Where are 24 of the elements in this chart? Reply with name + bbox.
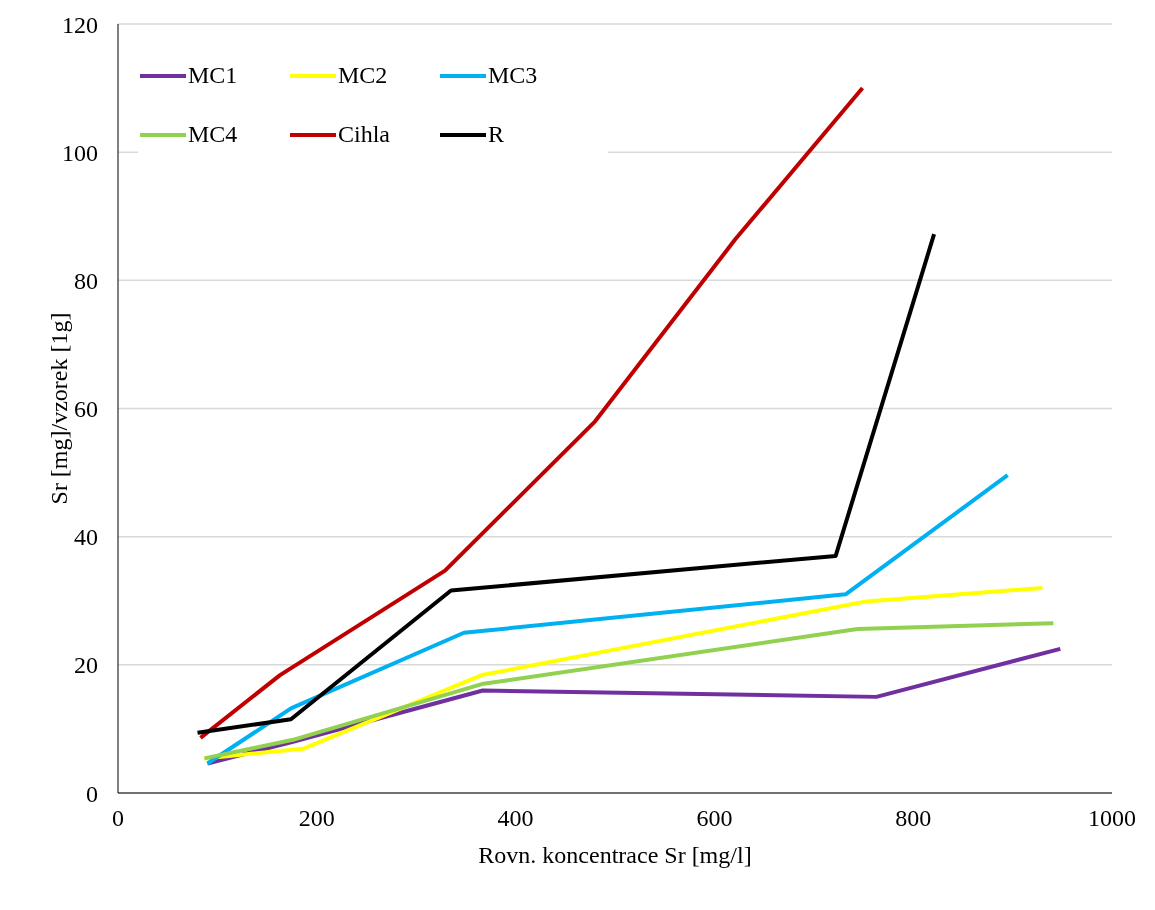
y-tick-label: 60 <box>74 396 98 423</box>
y-tick-label: 20 <box>74 652 98 679</box>
legend-label: MC1 <box>188 62 238 89</box>
x-tick-label: 200 <box>298 805 335 832</box>
y-tick-label: 40 <box>74 524 98 551</box>
y-tick-label: 100 <box>62 139 98 166</box>
x-tick-label: 1000 <box>1088 805 1136 832</box>
line-series <box>202 621 1056 761</box>
y-tick-label: 80 <box>74 267 98 294</box>
x-tick-label: 600 <box>696 805 733 832</box>
x-tick-label: 800 <box>895 805 932 832</box>
legend-label: R <box>488 121 505 148</box>
x-axis-title: Rovn. koncentrace Sr [mg/l] <box>478 842 752 868</box>
x-tick-label: 0 <box>112 805 124 832</box>
legend-label: MC2 <box>338 62 388 89</box>
legend-label: MC3 <box>488 62 538 89</box>
legend-label: MC4 <box>188 121 238 148</box>
y-tick-label: 120 <box>62 11 98 38</box>
line-series <box>195 232 937 735</box>
y-tick-label: 0 <box>86 780 98 807</box>
line-series <box>205 473 1010 766</box>
y-axis-title: Sr [mg]/vzorek [1g] <box>45 312 72 505</box>
x-tick-label: 400 <box>497 805 534 832</box>
legend-label: Cihla <box>338 121 390 148</box>
